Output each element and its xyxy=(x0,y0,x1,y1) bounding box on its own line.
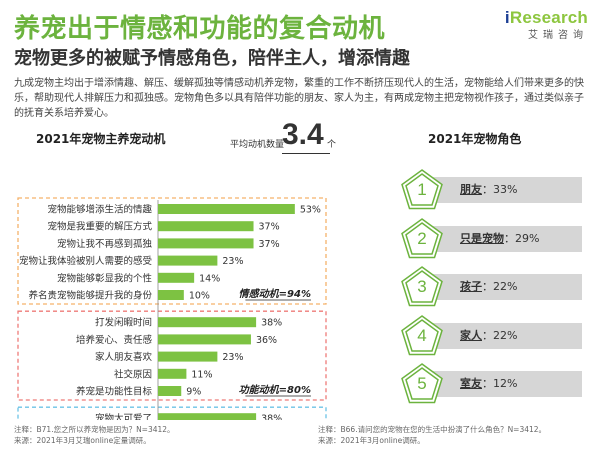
value-label-9: 11% xyxy=(191,369,212,380)
pentagon-badge-icon: 5 xyxy=(400,362,444,406)
bar-6 xyxy=(158,317,257,328)
role-value: ：12% xyxy=(482,377,518,390)
left-source: 来源：2021年3月艾瑞online定量调研。 xyxy=(14,436,151,445)
value-label-8: 23% xyxy=(222,352,243,363)
bar-8 xyxy=(158,351,218,362)
bar-4 xyxy=(158,272,195,283)
motivation-chart-title: 2021年宠物主养宠动机 xyxy=(36,132,166,146)
right-footnote: 注释：B66.请问您的宠物在您的生活中扮演了什么角色？N=3412。 来源：20… xyxy=(318,424,546,446)
role-item-2: 3 孩子：22% xyxy=(400,265,582,307)
role-name: 室友 xyxy=(460,377,482,390)
avg-underline xyxy=(282,153,330,154)
page-title: 养宠出于情感和功能的复合动机 xyxy=(14,14,386,44)
value-label-4: 14% xyxy=(199,273,220,284)
value-label-10: 9% xyxy=(186,387,201,398)
role-rank: 4 xyxy=(417,325,427,345)
category-label-7: 培养爱心、责任感 xyxy=(76,334,153,346)
role-name: 朋友 xyxy=(460,183,482,196)
bar-0 xyxy=(158,204,295,214)
category-label-10: 养宠是功能性目标 xyxy=(76,386,153,398)
group-label-0: 情感动机=94% xyxy=(239,288,311,300)
role-rank: 1 xyxy=(417,180,427,199)
role-rank: 5 xyxy=(417,374,427,393)
category-label-1: 宠物是我重要的解压方式 xyxy=(47,221,152,233)
role-bar xyxy=(422,274,582,300)
role-bar xyxy=(422,322,582,349)
role-name: 只是宠物 xyxy=(460,231,504,245)
roles-chart-title: 2021年宠物角色 xyxy=(428,132,522,146)
page-subtitle: 宠物更多的被赋予情感角色，陪伴主人，增添情趣 xyxy=(14,48,410,69)
role-value: ：22% xyxy=(482,280,518,293)
bar-7 xyxy=(158,334,251,345)
value-label-1: 37% xyxy=(259,222,280,233)
bar-5 xyxy=(158,290,184,300)
role-name: 家人 xyxy=(460,328,482,342)
value-label-0: 53% xyxy=(300,205,321,216)
iresearch-logo: iResearch 艾瑞咨询 xyxy=(486,8,588,41)
avg-motivation-unit: 个 xyxy=(327,140,337,150)
bar-10 xyxy=(158,386,182,396)
description-paragraph: 九成宠物主均出于增添情趣、解压、缓解孤独等情感动机养宠物，繁重的工作不断挤压现代… xyxy=(14,78,584,119)
bar-2 xyxy=(158,238,254,249)
category-label-4: 宠物能够彰显我的个性 xyxy=(57,272,153,284)
avg-motivation-label: 平均动机数量 xyxy=(230,140,285,150)
pentagon-badge-icon: 1 xyxy=(400,168,444,212)
role-label: 家人：22% xyxy=(460,323,517,349)
category-label-3: 宠物让我体验被别人需要的感受 xyxy=(19,255,152,267)
group-label-1: 功能动机=80% xyxy=(239,384,311,396)
role-name: 孩子 xyxy=(460,280,482,293)
right-note: 注释：B66.请问您的宠物在您的生活中扮演了什么角色？N=3412。 xyxy=(318,425,547,434)
pentagon-badge-icon: 3 xyxy=(400,265,444,309)
bar-1 xyxy=(158,221,254,232)
role-bar xyxy=(422,371,582,397)
role-item-1: 2 只是宠物：29% xyxy=(400,217,582,258)
motivation-bar-chart: 情感动机=94%功能动机=80%兴趣动机=43%宠物能够增添生活的情趣53%宠物… xyxy=(17,197,327,420)
role-label: 朋友：33% xyxy=(460,177,517,203)
group-box-1 xyxy=(17,310,327,401)
logo-text: iResearch xyxy=(504,8,588,27)
category-label-6: 打发闲暇时间 xyxy=(95,317,152,329)
role-label: 孩子：22% xyxy=(460,274,517,300)
category-label-11: 宠物太可爱了 xyxy=(95,413,152,420)
role-bar xyxy=(422,177,582,203)
avg-motivation-value: 3.4 xyxy=(282,118,324,151)
value-label-2: 37% xyxy=(259,239,280,250)
value-label-7: 36% xyxy=(256,335,277,346)
role-item-3: 4 家人：22% xyxy=(400,314,582,355)
bar-3 xyxy=(158,255,218,266)
role-item-0: 1 朋友：33% xyxy=(400,168,582,210)
group-box-2 xyxy=(17,406,327,420)
group-box-0 xyxy=(17,197,327,305)
value-label-3: 23% xyxy=(222,256,243,267)
pentagon-badge-icon: 2 xyxy=(400,217,444,261)
right-source: 来源：2021年3月online调研。 xyxy=(318,436,425,445)
role-rank: 3 xyxy=(417,277,427,296)
pentagon-badge-icon: 4 xyxy=(400,314,444,358)
role-item-4: 5 室友：12% xyxy=(400,362,582,404)
category-label-8: 家人朋友喜欢 xyxy=(95,351,153,363)
role-label: 只是宠物：29% xyxy=(460,226,539,252)
left-footnote: 注释：B71.您之所以养宠物是因为？N=3412。 来源：2021年3月艾瑞on… xyxy=(14,424,175,446)
category-label-2: 宠物让我不再感到孤独 xyxy=(57,238,153,250)
role-value: ：29% xyxy=(504,231,540,245)
category-label-5: 养名贵宠物能够提升我的身份 xyxy=(28,290,152,302)
value-label-6: 38% xyxy=(261,318,282,329)
value-label-11: 38% xyxy=(261,414,282,420)
left-note: 注释：B71.您之所以养宠物是因为？N=3412。 xyxy=(14,425,175,434)
category-label-9: 社交原因 xyxy=(114,368,152,380)
role-rank: 2 xyxy=(417,228,427,248)
logo-subtext: 艾瑞咨询 xyxy=(528,30,588,41)
role-bar xyxy=(422,225,582,252)
value-label-5: 10% xyxy=(189,291,210,302)
bar-11 xyxy=(158,413,257,420)
bar-9 xyxy=(158,368,187,379)
role-value: ：22% xyxy=(482,328,518,342)
role-value: ：33% xyxy=(482,183,518,196)
category-label-0: 宠物能够增添生活的情趣 xyxy=(47,204,152,216)
role-label: 室友：12% xyxy=(460,371,517,397)
